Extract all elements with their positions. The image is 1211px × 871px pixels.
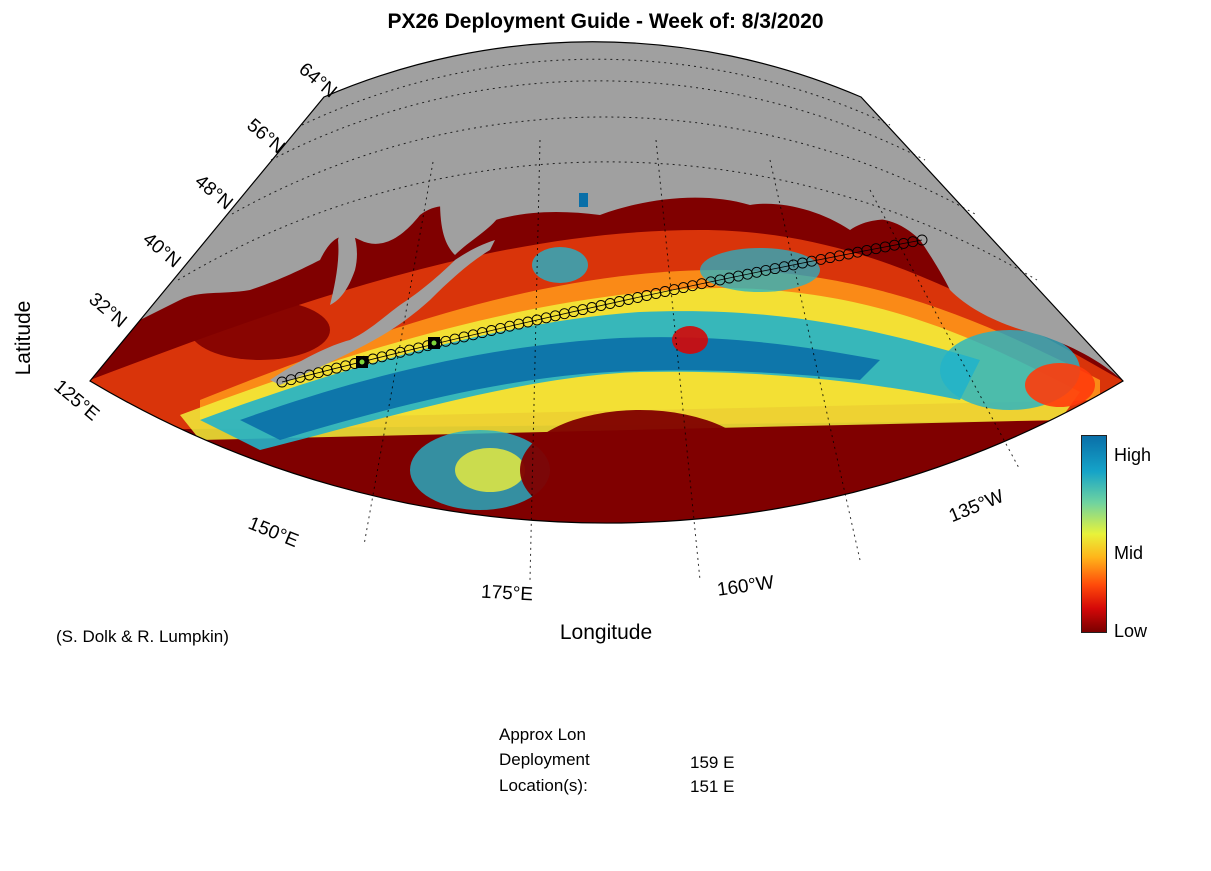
graticule-lon-195 <box>655 139 701 581</box>
graticule <box>177 58 1038 581</box>
track-point <box>898 237 910 249</box>
colorbar-label-mid: Mid <box>1114 543 1144 563</box>
field-blob-10 <box>700 248 820 292</box>
graticule-lat-40 <box>231 116 976 215</box>
y-axis-label: Latitude <box>12 300 35 376</box>
field-blob-7 <box>1025 363 1095 407</box>
land-japan <box>270 240 495 385</box>
track-point <box>723 272 735 284</box>
field-blob-4 <box>390 533 550 557</box>
field-blob-2 <box>455 448 525 492</box>
field-blob-9 <box>532 247 588 283</box>
credit-text: (S. Dolk & R. Lumpkin) <box>56 627 229 646</box>
land-kamchatka <box>440 198 500 255</box>
graticule-lat-32 <box>177 161 1038 281</box>
track-point <box>586 302 598 313</box>
track-point <box>632 292 644 303</box>
field-blob-8 <box>672 326 708 354</box>
info-locations: Location(s): <box>499 776 588 795</box>
info-lon-value-2: 151 E <box>690 777 735 796</box>
colorbar-label-low: Low <box>1114 621 1148 641</box>
track-point <box>916 234 928 246</box>
page-title: PX26 Deployment Guide - Week of: 8/3/202… <box>387 10 824 33</box>
track-point <box>907 236 919 248</box>
graticule-lon-225 <box>869 189 1021 471</box>
track-point <box>787 259 799 271</box>
track-point <box>540 312 552 324</box>
info-deployment: Deployment <box>499 750 590 769</box>
track-line <box>281 239 923 383</box>
info-approx-lon: Approx Lon <box>499 725 586 744</box>
deployment-track <box>276 234 928 388</box>
lon-tick-175e: 175°E <box>480 581 534 606</box>
land-sakhalin <box>330 215 357 305</box>
field-band-blue <box>240 337 880 440</box>
map-frame <box>89 41 1124 524</box>
track-point <box>677 282 689 294</box>
track-point <box>568 306 580 318</box>
colorbar <box>1081 435 1107 633</box>
track-point <box>843 248 854 260</box>
field-top-feature <box>579 193 588 207</box>
graticule-lon-150 <box>363 161 434 546</box>
field-blob-11 <box>520 410 760 524</box>
track-point <box>613 296 625 307</box>
deployment-marker-2-dot <box>431 340 437 346</box>
info-lon-value-1: 159 E <box>690 753 735 772</box>
colorbar-label-high: High <box>1114 445 1152 465</box>
track-point <box>650 288 662 299</box>
deployment-marker-1-dot <box>359 359 365 365</box>
track-point <box>861 244 873 256</box>
map-field <box>90 41 1123 557</box>
graticule-lon-210 <box>769 159 861 561</box>
track-point <box>751 266 763 278</box>
graticule-lon-175 <box>529 139 541 581</box>
field-blob-12 <box>190 300 330 360</box>
track-point <box>696 278 708 290</box>
field-blob-5 <box>885 480 955 520</box>
track-point <box>595 300 607 311</box>
x-axis-label: Longitude <box>559 621 653 644</box>
track-point <box>879 241 891 253</box>
field-blob-3 <box>270 523 590 524</box>
